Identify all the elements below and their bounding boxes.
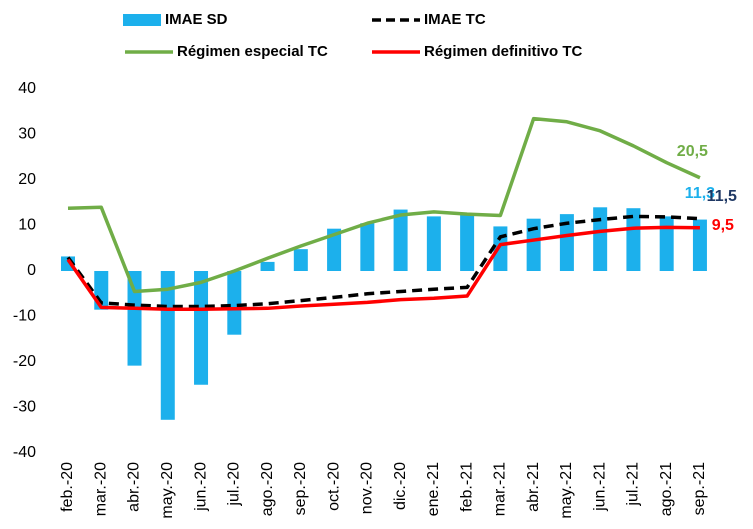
bar <box>194 271 209 385</box>
bar <box>293 249 308 271</box>
x-tick-label: jun.-20 <box>192 462 209 512</box>
y-tick-label: -10 <box>13 308 36 325</box>
x-tick-label: jul.-20 <box>226 462 243 507</box>
y-tick-label: -30 <box>13 399 36 416</box>
x-tick-label: abr.-21 <box>525 462 542 512</box>
x-tick-label: ene.-21 <box>425 462 442 516</box>
x-tick-label: ago.-20 <box>259 462 276 516</box>
bar <box>260 261 275 271</box>
bar <box>659 216 674 271</box>
x-tick-label: mar.-21 <box>492 462 509 516</box>
y-tick-label: 0 <box>27 262 36 279</box>
bar <box>426 216 441 271</box>
y-tick-label: 30 <box>18 126 36 143</box>
bar <box>493 226 508 271</box>
bar <box>160 271 175 420</box>
x-tick-label: abr.-20 <box>126 462 143 512</box>
legend-label: Régimen definitivo TC <box>424 43 583 60</box>
data-label: 20,5 <box>677 143 708 160</box>
bar <box>327 228 342 271</box>
line-series <box>67 116 701 294</box>
bar <box>227 271 242 335</box>
bar <box>393 209 408 271</box>
data-label: 11,5 <box>707 188 737 205</box>
y-tick-label: -20 <box>13 353 36 370</box>
x-tick-label: feb.-21 <box>458 462 475 512</box>
legend-label: IMAE SD <box>165 11 228 28</box>
x-tick-label: jul.-21 <box>625 462 642 507</box>
bar <box>460 214 475 271</box>
x-tick-label: mar.-20 <box>92 462 109 516</box>
legend-label: IMAE TC <box>424 11 486 28</box>
bar <box>692 219 707 271</box>
data-label: 9,5 <box>712 217 734 234</box>
x-tick-label: sep.-20 <box>292 462 309 515</box>
x-tick-label: oct.-20 <box>325 462 342 511</box>
bar <box>127 271 142 366</box>
line-series <box>66 214 701 309</box>
line-series <box>66 225 700 311</box>
x-tick-label: feb.-20 <box>59 462 76 512</box>
x-tick-label: dic.-20 <box>392 462 409 510</box>
x-tick-label: jun.-21 <box>591 462 608 512</box>
x-tick-label: nov.-20 <box>359 462 376 514</box>
x-tick-label: may.-21 <box>558 462 575 519</box>
legend-swatch <box>123 14 161 26</box>
bar <box>526 218 541 271</box>
y-tick-label: -40 <box>13 444 36 461</box>
bar <box>559 214 574 271</box>
bar <box>593 207 608 271</box>
x-tick-label: may.-20 <box>159 462 176 519</box>
y-tick-label: 10 <box>18 217 36 234</box>
bar <box>626 208 641 271</box>
y-tick-label: 40 <box>18 80 36 97</box>
bar <box>360 223 375 271</box>
x-tick-label: ago.-21 <box>658 462 675 516</box>
data-label: 11,3 <box>685 185 715 202</box>
legend-label: Régimen especial TC <box>177 43 328 60</box>
y-tick-label: 20 <box>18 171 36 188</box>
x-tick-label: sep.-21 <box>691 462 708 515</box>
